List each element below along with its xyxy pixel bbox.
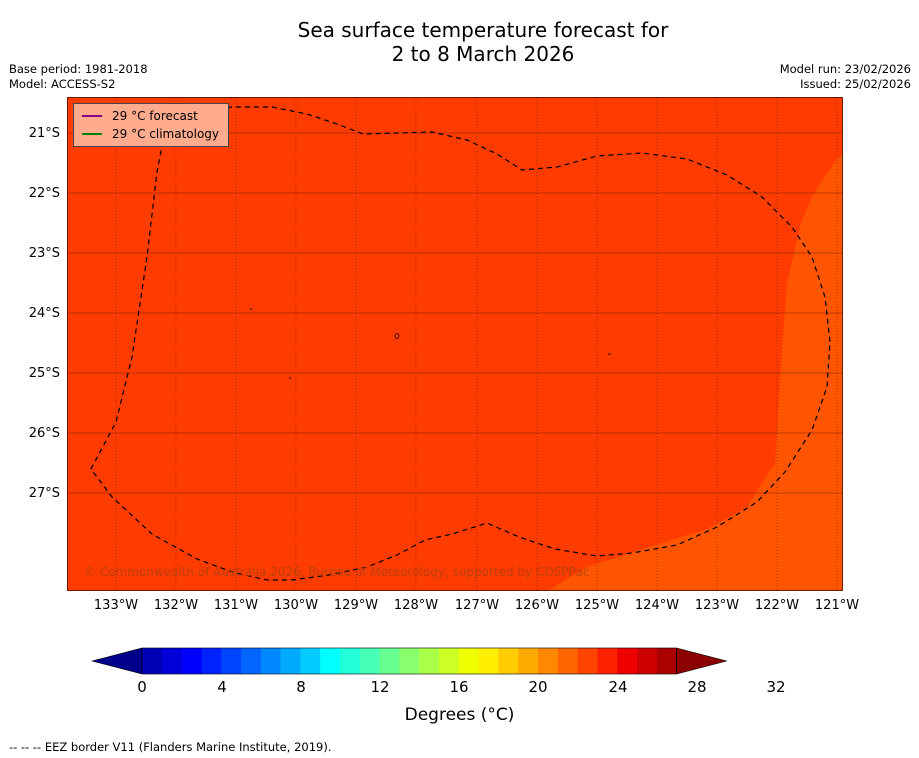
base-period: Base period: 1981-2018 [9, 62, 148, 76]
sst-field-main [67, 97, 843, 591]
colorbar-frame [141, 647, 677, 675]
colorbar-tick: 8 [296, 678, 306, 696]
lat-label: 22°S [28, 186, 60, 201]
sst-field-warm-east [547, 153, 843, 591]
island [250, 308, 252, 310]
colorbar-tick: 28 [687, 678, 707, 696]
colorbar-tick: 4 [217, 678, 227, 696]
colorbar-cell [597, 648, 618, 674]
eez-border [90, 106, 831, 581]
title-line-2: 2 to 8 March 2026 [391, 42, 575, 66]
colorbar-cell [557, 648, 579, 674]
lon-label: 128°W [393, 598, 439, 613]
issued-date: Issued: 25/02/2026 [800, 77, 911, 91]
lon-label: 132°W [153, 598, 199, 613]
colorbar-cell [181, 648, 202, 674]
chart-title: Sea surface temperature forecast for 2 t… [0, 18, 919, 66]
colorbar-cell [260, 648, 282, 674]
legend-forecast-label: 29 °C forecast [112, 109, 198, 123]
lon-label: 121°W [814, 598, 860, 613]
colorbar-tick: 20 [528, 678, 548, 696]
colorbar-cell [577, 648, 598, 674]
lon-label: 122°W [754, 598, 800, 613]
lon-label: 133°W [93, 598, 139, 613]
colorbar-cell [201, 648, 222, 674]
island [289, 377, 291, 379]
climatology-line-swatch [82, 133, 102, 135]
colorbar-cell [280, 648, 301, 674]
graticule [67, 97, 843, 591]
lon-label: 130°W [273, 598, 319, 613]
island [394, 333, 400, 339]
lon-label: 129°W [333, 598, 379, 613]
colorbar-cell [320, 648, 341, 674]
lon-label: 126°W [514, 598, 560, 613]
colorbar-cell [439, 648, 460, 674]
lon-label: 124°W [634, 598, 680, 613]
colorbar-cell [617, 648, 638, 674]
colorbar-cell [241, 648, 262, 674]
colorbar-cell [538, 648, 559, 674]
title-line-1: Sea surface temperature forecast for [297, 18, 669, 42]
meta-right: Model run: 23/02/2026 Issued: 25/02/2026 [780, 62, 911, 92]
lon-label: 131°W [213, 598, 259, 613]
lat-label: 26°S [28, 426, 60, 441]
colorbar-cell [419, 648, 440, 674]
colorbar-tick: 16 [449, 678, 469, 696]
model-name: Model: ACCESS-S2 [9, 77, 116, 91]
colorbar-cell [478, 648, 499, 674]
colorbar-tick: 32 [766, 678, 786, 696]
lat-label: 25°S [28, 366, 60, 381]
colorbar-cell [458, 648, 480, 674]
colorbar-cell [518, 648, 539, 674]
colorbar-tick: 0 [137, 678, 147, 696]
colorbar-cell [656, 648, 678, 674]
map-legend: 29 °C forecast 29 °C climatology [73, 103, 229, 147]
lon-label: 125°W [574, 598, 620, 613]
map-frame [67, 97, 843, 591]
lon-label: 123°W [694, 598, 740, 613]
colorbar-cell [142, 648, 163, 674]
sst-map [67, 97, 843, 591]
lat-label: 21°S [28, 126, 60, 141]
colorbar-extend-high [676, 647, 728, 675]
meta-left: Base period: 1981-2018 Model: ACCESS-S2 [9, 62, 148, 92]
colorbar-label: Degrees (°C) [404, 705, 515, 725]
colorbar-cell [379, 648, 400, 674]
lat-label: 23°S [28, 246, 60, 261]
eez-footnote: -- -- -- EEZ border V11 (Flanders Marine… [9, 740, 332, 754]
colorbar-tick: 24 [608, 678, 628, 696]
colorbar-cell [359, 648, 381, 674]
colorbar-tick: 12 [370, 678, 390, 696]
lat-label: 27°S [28, 486, 60, 501]
copyright-notice: © Commonwealth of Australia 2026, Bureau… [84, 565, 590, 579]
lat-label: 24°S [28, 306, 60, 321]
lon-label: 127°W [454, 598, 500, 613]
colorbar-cell [399, 648, 420, 674]
colorbar-cell [300, 648, 321, 674]
colorbar-cell [637, 648, 658, 674]
legend-climatology-label: 29 °C climatology [112, 127, 220, 141]
legend-climatology: 29 °C climatology [82, 125, 219, 143]
colorbar-cell [221, 648, 242, 674]
colorbar-cell [161, 648, 183, 674]
model-run: Model run: 23/02/2026 [779, 62, 911, 76]
colorbar-cell [498, 648, 519, 674]
colorbar-extend-low [90, 647, 143, 675]
colorbar-cell [340, 648, 361, 674]
legend-forecast: 29 °C forecast [82, 107, 198, 125]
colorbar [90, 647, 728, 675]
forecast-line-swatch [82, 115, 102, 117]
